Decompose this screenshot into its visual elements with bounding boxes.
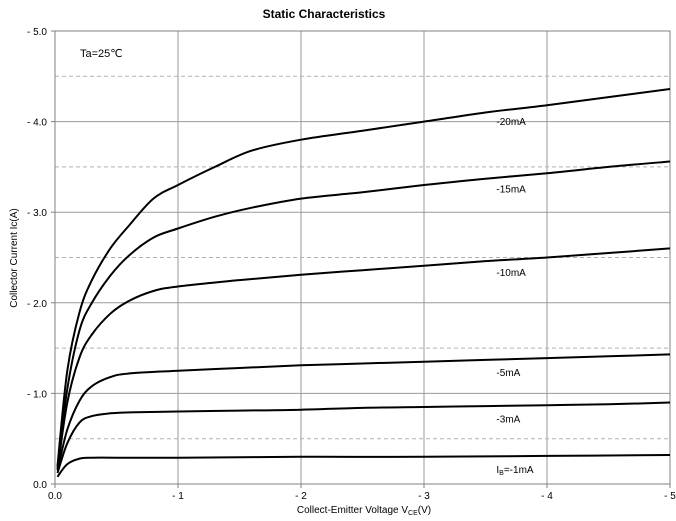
x-tick-label: 0.0 bbox=[48, 491, 62, 502]
x-tick-label: - 5 bbox=[664, 491, 676, 502]
y-tick-label: - 2.0 bbox=[27, 299, 47, 310]
curve-label: -3mA bbox=[496, 415, 520, 426]
y-axis-ticks: 0.0 - 1.0 - 2.0 - 3.0 - 4.0 - 5.0 bbox=[27, 27, 55, 491]
curve-series bbox=[56, 160, 671, 468]
x-axis-label-unit: (V) bbox=[418, 505, 431, 516]
x-tick-label: - 1 bbox=[172, 491, 184, 502]
curve-label: -5mA bbox=[496, 368, 520, 379]
curve-series bbox=[56, 247, 671, 470]
x-axis-label: Collect-Emitter Voltage VCE(V) bbox=[297, 505, 431, 517]
curve-label: -15mA bbox=[496, 184, 526, 195]
curve-series bbox=[56, 454, 671, 478]
y-tick-label: - 3.0 bbox=[27, 208, 47, 219]
curve-series bbox=[56, 401, 671, 474]
x-axis-label-subscript: CE bbox=[408, 510, 418, 517]
curve-series bbox=[56, 353, 671, 471]
curve-label: -10mA bbox=[496, 268, 526, 279]
x-tick-label: - 4 bbox=[541, 491, 553, 502]
y-tick-label: - 1.0 bbox=[27, 389, 47, 400]
y-axis-label: Collector Current Ic(A) bbox=[9, 208, 20, 307]
y-tick-label: - 4.0 bbox=[27, 118, 47, 129]
curve-label: IB=-1mA bbox=[496, 465, 534, 477]
y-tick-label: 0.0 bbox=[33, 480, 47, 491]
curve-label: -20mA bbox=[496, 117, 526, 128]
y-tick-label: - 5.0 bbox=[27, 27, 47, 38]
curve-labels: -20mA -15mA -10mA -5mA -3mA IB=-1mA bbox=[496, 117, 534, 477]
x-tick-label: - 2 bbox=[295, 491, 307, 502]
plot-area-frame bbox=[54, 30, 671, 485]
x-tick-label: - 3 bbox=[418, 491, 430, 502]
curves bbox=[56, 88, 671, 478]
x-axis-label-main: Collect-Emitter Voltage V bbox=[297, 505, 408, 516]
x-axis-ticks: 0.0 - 1 - 2 - 3 - 4 - 5 bbox=[48, 484, 676, 502]
grid bbox=[55, 31, 670, 484]
curve-series bbox=[56, 88, 671, 467]
temperature-annotation: Ta=25℃ bbox=[80, 48, 123, 60]
chart-title: Static Characteristics bbox=[263, 7, 386, 21]
